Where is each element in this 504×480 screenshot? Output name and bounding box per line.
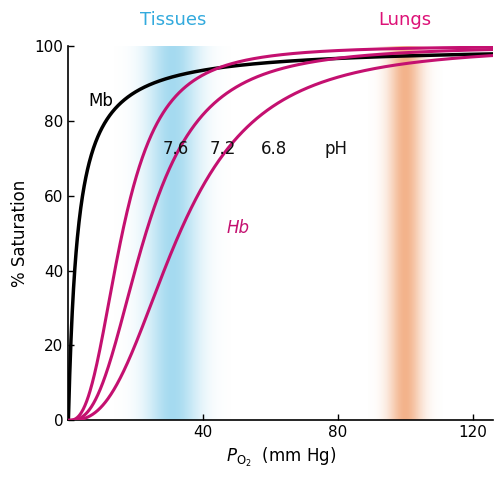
Text: pH: pH [325, 140, 347, 158]
Text: Hb: Hb [227, 219, 250, 237]
Text: Mb: Mb [89, 92, 113, 110]
Y-axis label: % Saturation: % Saturation [11, 180, 29, 287]
Text: 7.2: 7.2 [210, 140, 236, 158]
Text: Tissues: Tissues [140, 11, 206, 29]
Text: 7.6: 7.6 [163, 140, 189, 158]
Text: Lungs: Lungs [379, 11, 432, 29]
Text: 6.8: 6.8 [261, 140, 287, 158]
X-axis label: $P_{\mathrm{O_2}}$  (mm Hg): $P_{\mathrm{O_2}}$ (mm Hg) [226, 446, 336, 469]
